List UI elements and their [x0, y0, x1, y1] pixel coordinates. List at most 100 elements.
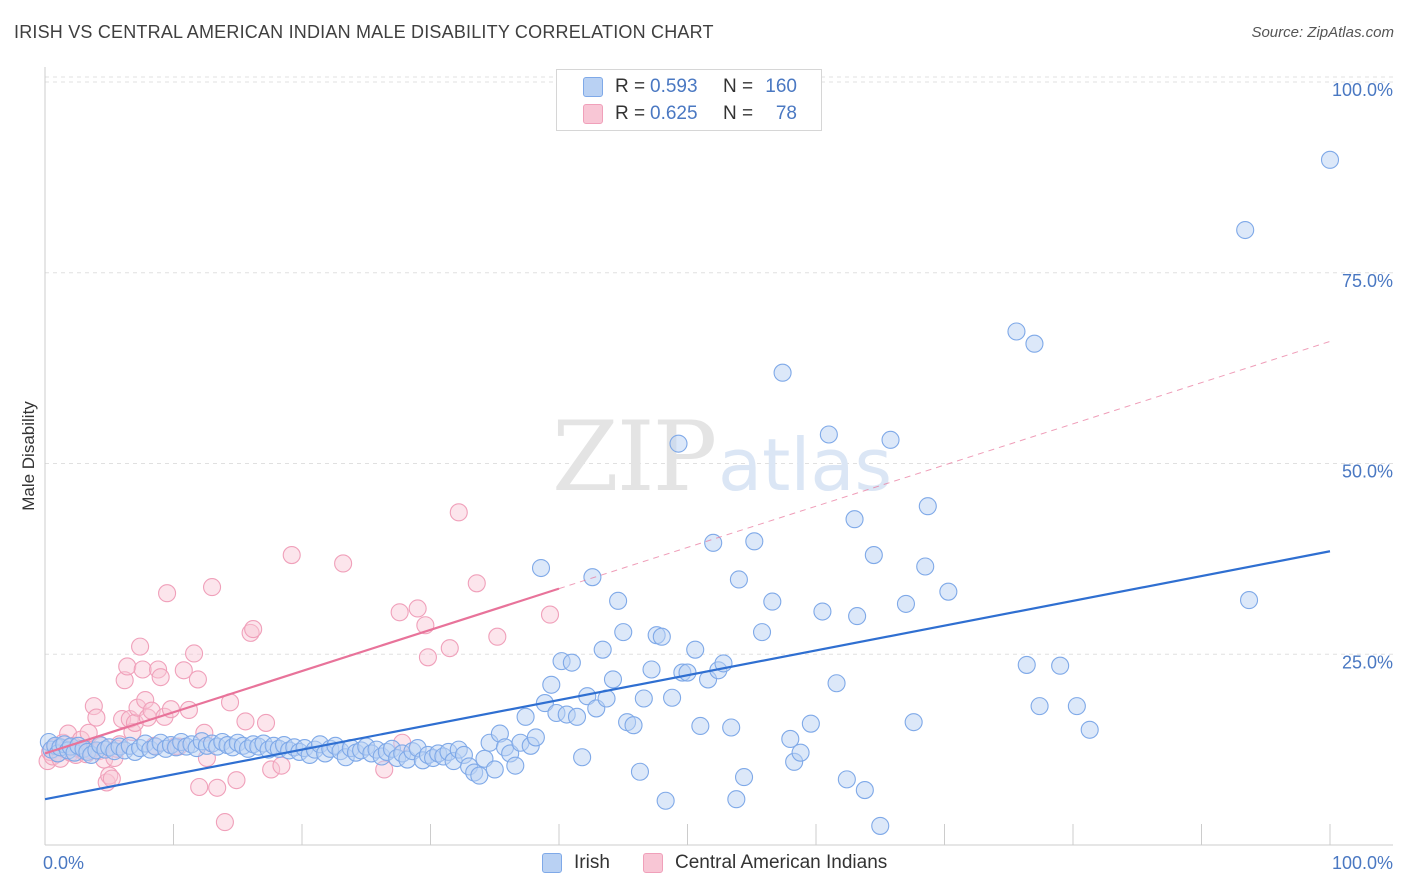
- tick-labels: 25.0% 50.0% 75.0% 100.0% 0.0% 100.0%: [43, 80, 1393, 873]
- irish-point-150: [837, 770, 856, 789]
- irish-point-136: [727, 790, 746, 809]
- x-tick-label-1: 100.0%: [1332, 853, 1393, 873]
- irish-point-132: [704, 533, 723, 552]
- irish-point-160: [918, 497, 937, 516]
- cai-point-19: [87, 708, 106, 727]
- cai-point-24: [100, 766, 119, 785]
- irish-point-147: [813, 602, 832, 621]
- cai-point-52: [188, 670, 207, 689]
- cai-point-67: [282, 546, 301, 565]
- irish-point-143: [781, 729, 800, 748]
- y-tick-label-3: 100.0%: [1332, 80, 1393, 100]
- chart-source: Source: ZipAtlas.com: [1251, 24, 1394, 41]
- cai-point-51: [185, 644, 204, 663]
- irish-point-116: [614, 623, 633, 642]
- irish-point-141: [763, 592, 782, 611]
- irish-point-120: [634, 689, 653, 708]
- irish-point-107: [567, 707, 587, 726]
- cai-point-58: [215, 813, 234, 832]
- irish-point-130: [691, 716, 710, 736]
- cai-point-45: [158, 584, 177, 603]
- irish-point-166: [1051, 656, 1070, 675]
- irish-point-148: [819, 425, 838, 444]
- cai-point-56: [203, 578, 222, 597]
- irish-point-137: [729, 570, 748, 589]
- cai-point-43: [151, 668, 170, 687]
- cai-point-31: [118, 657, 137, 676]
- irish-point-139: [745, 532, 764, 551]
- cai-trend-line: [44, 587, 560, 755]
- irish-point-156: [881, 430, 900, 449]
- cai-point-36: [131, 637, 150, 656]
- irish-point-154: [864, 546, 883, 565]
- cai-point-76: [449, 503, 468, 522]
- cai-point-57: [208, 778, 227, 797]
- cai-point-60: [227, 771, 246, 790]
- irish-point-102: [542, 675, 561, 694]
- irish-point-158: [904, 713, 923, 732]
- irish-point-170: [1236, 220, 1255, 240]
- cai-point-61: [236, 712, 255, 731]
- irish-point-145: [791, 743, 810, 762]
- irish-point-97: [516, 707, 535, 726]
- legend-row-cai: R = 0.625 N = 78: [557, 101, 821, 127]
- cai-point-74: [418, 648, 437, 667]
- watermark-zip: ZIP: [552, 401, 715, 513]
- irish-point-171: [1320, 150, 1340, 169]
- irish-r-value: 0.593: [650, 76, 698, 97]
- cai-point-18: [84, 697, 103, 716]
- irish-point-99: [526, 728, 545, 747]
- cai-r-label: R =: [615, 103, 646, 124]
- irish-point-100: [531, 558, 551, 578]
- irish-point-152: [848, 607, 867, 626]
- watermark-atlas: atlas: [718, 423, 892, 507]
- irish-swatch: [583, 77, 603, 97]
- y-axis-label: Male Disability: [19, 401, 38, 511]
- cai-swatch: [583, 104, 603, 124]
- irish-point-155: [871, 816, 890, 835]
- legend-cai-label: Central American Indians: [675, 852, 888, 873]
- cai-n-label: N =: [723, 103, 754, 124]
- cai-n-value: 78: [775, 103, 797, 124]
- irish-point-115: [609, 591, 628, 610]
- cai-point-70: [390, 603, 409, 622]
- irish-point-149: [827, 674, 846, 693]
- axes: [44, 67, 1393, 846]
- irish-point-114: [603, 670, 623, 689]
- irish-point-125: [663, 688, 682, 707]
- irish-point-157: [896, 594, 916, 613]
- irish-point-164: [1025, 334, 1044, 353]
- y-tick-label-1: 50.0%: [1342, 462, 1393, 482]
- irish-point-168: [1080, 720, 1099, 739]
- irish-point-142: [773, 363, 792, 382]
- cai-point-75: [440, 639, 459, 658]
- irish-trend-line: [44, 550, 1331, 801]
- irish-point-169: [1239, 591, 1259, 610]
- irish-point-106: [562, 653, 581, 672]
- irish-point-123: [652, 627, 671, 646]
- irish-r-label: R =: [615, 76, 646, 97]
- irish-point-110: [583, 568, 602, 587]
- cai-point-63: [244, 620, 263, 639]
- irish-n-value: 160: [765, 76, 797, 97]
- x-tick-label-0: 0.0%: [43, 853, 84, 873]
- cai-r-value: 0.625: [650, 103, 698, 124]
- irish-point-140: [752, 623, 772, 642]
- cai-point-49: [174, 661, 193, 680]
- cai-point-68: [334, 554, 353, 573]
- cai-point-37: [133, 660, 152, 679]
- irish-point-163: [1017, 655, 1036, 674]
- irish-point-128: [678, 663, 697, 682]
- watermark: ZIP atlas: [552, 401, 892, 513]
- cai-point-30: [115, 671, 134, 690]
- irish-point-124: [656, 791, 675, 810]
- irish-point-88: [470, 766, 489, 785]
- irish-point-165: [1030, 697, 1049, 716]
- irish-point-146: [801, 714, 820, 733]
- irish-point-108: [573, 748, 592, 767]
- cai-point-79: [540, 605, 560, 624]
- irish-point-95: [506, 756, 525, 775]
- cai-trend-line-extension: [558, 340, 1331, 590]
- chart-title: IRISH VS CENTRAL AMERICAN INDIAN MALE DI…: [14, 22, 714, 42]
